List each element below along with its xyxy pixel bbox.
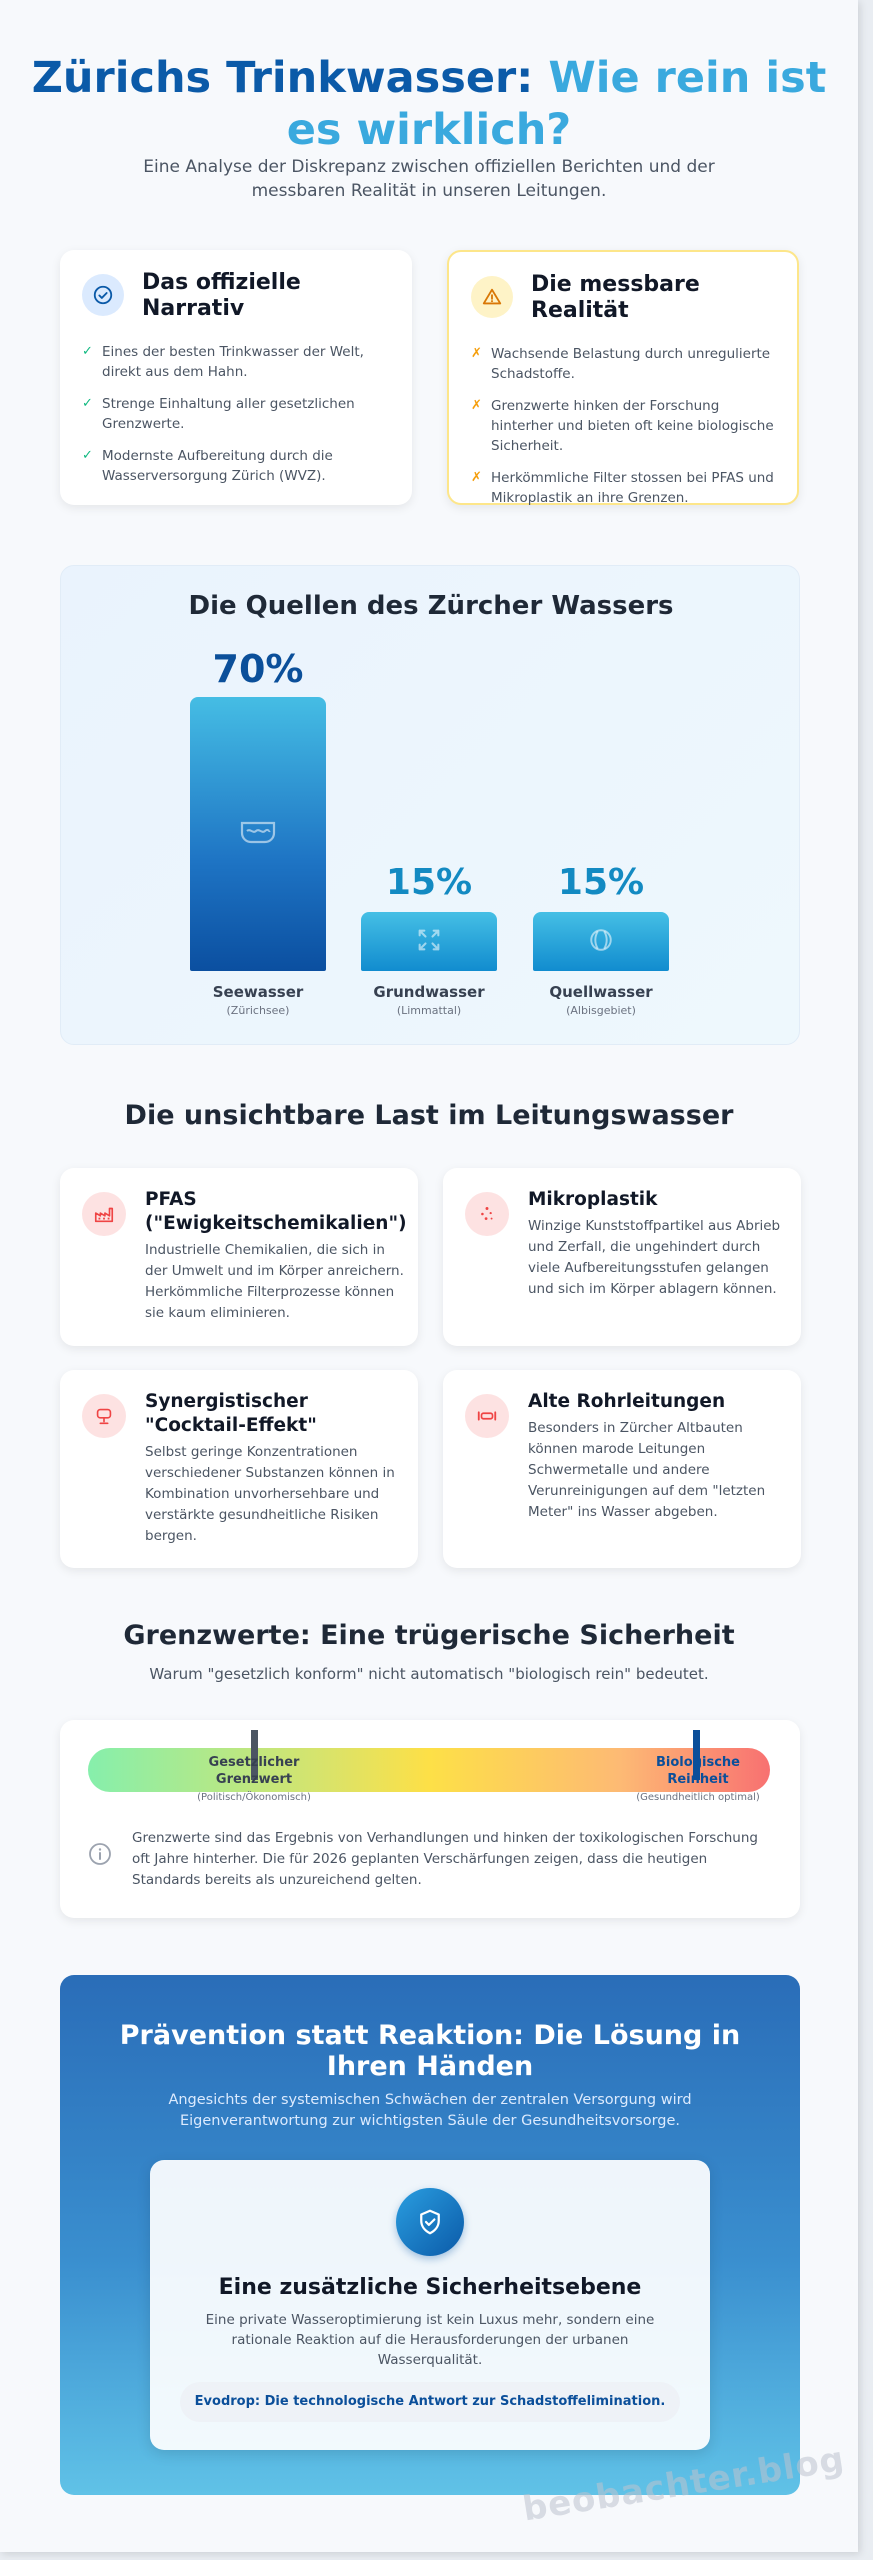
microplastic-title: Mikroplastik — [528, 1189, 658, 1210]
checkmark-icon: ✓ — [82, 448, 93, 463]
limits-title: Grenzwerte: Eine trügerische Sicherheit — [123, 1620, 735, 1651]
microplastic-card: Mikroplastik Winzige Kunststoffpartikel … — [443, 1168, 801, 1346]
safety-layer-title: Eine zusätzliche Sicherheitsebene — [218, 2275, 642, 2300]
official-card-title: Das offizielle Narrativ — [142, 270, 301, 321]
prevention-subtitle: Angesichts der systemischen Schwächen de… — [168, 2092, 692, 2129]
cocktail-card: Synergistischer "Cocktail-Effekt" Selbst… — [60, 1370, 418, 1568]
particles-icon — [465, 1192, 509, 1236]
bar-category-label: Grundwasser — [373, 983, 485, 1001]
factory-icon — [82, 1192, 126, 1236]
old-pipes-title: Alte Rohrleitungen — [528, 1391, 726, 1412]
limits-info-text: Grenzwerte sind das Ergebnis von Verhand… — [132, 1830, 758, 1888]
pfas-card: PFAS ("Ewigkeitschemikalien") Industriel… — [60, 1168, 418, 1346]
old-pipes-card: Alte Rohrleitungen Besonders in Zürcher … — [443, 1370, 801, 1568]
list-item: ✗ Wachsende Belastung durch unregulierte … — [471, 346, 771, 382]
bio-purity-marker — [693, 1730, 700, 1780]
water-sources-chart: Die Quellen des Zürcher Wassers 70% Seewa… — [60, 565, 800, 1045]
bar-value-label: 70% — [212, 647, 304, 691]
legal-limit-sub: (Politisch/Ökonomisch) — [197, 1792, 311, 1803]
safety-layer-text: Eine private Wasseroptimierung ist kein … — [205, 2312, 655, 2368]
bar-value-label: 15% — [557, 862, 645, 904]
official-narrative-card: Das offizielle Narrativ ✓ Eines der beste… — [60, 250, 412, 505]
pfas-text: Industrielle Chemikalien, die sich in de… — [145, 1242, 404, 1321]
prevention-title: Prävention statt Reaktion: Die Lösung in… — [119, 2020, 741, 2082]
pfas-title: PFAS ("Ewigkeitschemikalien") — [145, 1189, 407, 1234]
load-section-title: Die unsichtbare Last im Leitungswasser — [124, 1100, 734, 1131]
reality-card-title: Die messbare Realität — [531, 272, 700, 323]
microplastic-text: Winzige Kunststoffpartikel aus Abrieb un… — [528, 1218, 781, 1297]
bar-sub-label: (Zürichsee) — [226, 1004, 290, 1017]
lake-icon — [238, 819, 278, 849]
expand-arrows-icon — [415, 926, 443, 958]
prevention-section: Prävention statt Reaktion: Die Lösung in… — [60, 1975, 800, 2495]
title-part-1: Zürichs Trinkwasser: — [31, 53, 534, 103]
cocktail-icon — [82, 1394, 126, 1438]
checkmark-icon: ✓ — [82, 396, 93, 411]
cross-icon: ✗ — [471, 398, 482, 413]
cross-icon: ✗ — [471, 346, 482, 361]
sources-title: Die Quellen des Zürcher Wassers — [188, 591, 674, 621]
shield-check-icon — [396, 2188, 464, 2256]
safety-layer-card: Eine zusätzliche Sicherheitsebene Eine p… — [150, 2160, 710, 2450]
bar-quellwasser — [533, 912, 669, 971]
official-list: ✓ Eines der besten Trinkwasser der Welt, … — [82, 342, 392, 498]
pipe-icon — [465, 1394, 509, 1438]
cocktail-text: Selbst geringe Konzentrationen verschied… — [145, 1444, 395, 1544]
bio-purity-sub: (Gesundheitlich optimal) — [636, 1792, 760, 1803]
list-item: ✓ Modernste Aufbereitung durch die Wasser… — [82, 448, 333, 484]
page-subtitle: Eine Analyse der Diskrepanz zwischen off… — [143, 157, 715, 201]
bar-category-label: Seewasser — [212, 983, 304, 1001]
title-part-2: Wie rein ist es wirklich? — [286, 53, 827, 155]
limits-card: Gesetzlicher Grenzwert (Politisch/Ökonom… — [60, 1720, 800, 1918]
cross-icon: ✗ — [471, 470, 482, 485]
cocktail-title: Synergistischer "Cocktail-Effekt" — [145, 1391, 317, 1436]
info-icon — [88, 1842, 112, 1870]
checkmark-icon: ✓ — [82, 344, 93, 359]
list-item: ✓ Strenge Einhaltung aller gesetzlichen G… — [82, 396, 355, 432]
reality-list: ✗ Wachsende Belastung durch unregulierte … — [471, 344, 781, 520]
bar-sub-label: (Albisgebiet) — [566, 1004, 636, 1017]
legal-limit-marker — [251, 1730, 258, 1780]
bar-area: 70% Seewasser (Zürichsee) 15% Grundwasser (Li… — [61, 566, 801, 1046]
globe-icon — [588, 927, 614, 957]
bar-value-label: 15% — [385, 862, 473, 904]
list-item: ✗ Grenzwerte hinken der Forschung hinterh… — [471, 398, 774, 454]
bar-category-label: Quellwasser — [549, 983, 653, 1001]
list-item: ✗ Herkömmliche Filter stossen bei PFAS un… — [471, 470, 774, 506]
check-circle-icon — [82, 274, 124, 316]
evodrop-pill[interactable]: Evodrop: Die technologische Antwort zur … — [180, 2382, 680, 2422]
limits-subtitle: Warum "gesetzlich konform" nicht automat… — [149, 1665, 709, 1683]
page: Zürichs Trinkwasser: Wie rein ist es wir… — [0, 0, 858, 2552]
warning-triangle-icon — [471, 276, 513, 318]
bar-grundwasser — [361, 912, 497, 971]
bio-purity-label: Biologische Reinheit — [656, 1755, 740, 1787]
legal-limit-label: Gesetzlicher Grenzwert — [208, 1755, 300, 1787]
bar-seewasser — [190, 697, 326, 971]
list-item: ✓ Eines der besten Trinkwasser der Welt, … — [82, 344, 364, 380]
limit-gradient-scale: Gesetzlicher Grenzwert (Politisch/Ökonom… — [88, 1730, 770, 1803]
measurable-reality-card: Die messbare Realität ✗ Wachsende Belastu… — [447, 250, 799, 506]
bar-sub-label: (Limmattal) — [396, 1004, 462, 1017]
old-pipes-text: Besonders in Zürcher Altbauten können ma… — [528, 1420, 766, 1520]
page-title: Zürichs Trinkwasser: Wie rein ist es wir… — [0, 52, 858, 156]
